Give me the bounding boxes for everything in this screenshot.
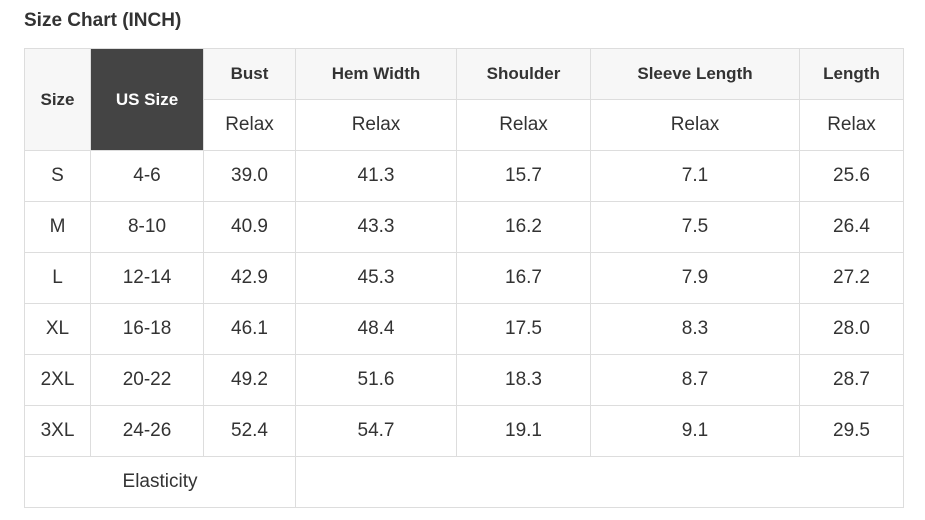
- cell: 7.9: [590, 252, 800, 304]
- cell: 25.6: [799, 150, 904, 202]
- subheader-cell: Relax: [456, 99, 591, 151]
- cell: 7.5: [590, 201, 800, 253]
- data-row: 2XL 20-22 49.2 51.6 18.3 8.7 28.7: [24, 354, 904, 406]
- subheader-cell: Relax: [203, 99, 296, 151]
- column-header: Size: [24, 48, 91, 151]
- cell: 19.1: [456, 405, 591, 457]
- cell: 15.7: [456, 150, 591, 202]
- cell: 24-26: [90, 405, 204, 457]
- column-header: Shoulder: [456, 48, 591, 100]
- column-header: Bust: [203, 48, 296, 100]
- cell: 17.5: [456, 303, 591, 355]
- column-header: Length: [799, 48, 904, 100]
- cell: 28.0: [799, 303, 904, 355]
- cell: 27.2: [799, 252, 904, 304]
- cell: 54.7: [295, 405, 457, 457]
- data-row: M 8-10 40.9 43.3 16.2 7.5 26.4: [24, 201, 904, 253]
- subheader-cell: Relax: [799, 99, 904, 151]
- footer-row: Elasticity: [24, 456, 904, 508]
- cell: 41.3: [295, 150, 457, 202]
- data-row: 3XL 24-26 52.4 54.7 19.1 9.1 29.5: [24, 405, 904, 457]
- size-table: Size US Size Bust Hem Width Shoulder Sleeve L…: [24, 48, 904, 508]
- cell: 51.6: [295, 354, 457, 406]
- cell: 18.3: [456, 354, 591, 406]
- column-header: US Size: [90, 48, 204, 151]
- cell: 2XL: [24, 354, 91, 406]
- cell: 48.4: [295, 303, 457, 355]
- cell: 9.1: [590, 405, 800, 457]
- cell: 42.9: [203, 252, 296, 304]
- empty-cell: [295, 456, 904, 508]
- cell: 8.7: [590, 354, 800, 406]
- data-row: XL 16-18 46.1 48.4 17.5 8.3 28.0: [24, 303, 904, 355]
- cell: 4-6: [90, 150, 204, 202]
- cell: 20-22: [90, 354, 204, 406]
- cell: XL: [24, 303, 91, 355]
- cell: 29.5: [799, 405, 904, 457]
- cell: 52.4: [203, 405, 296, 457]
- cell: 8.3: [590, 303, 800, 355]
- cell: 45.3: [295, 252, 457, 304]
- column-header: Sleeve Length: [590, 48, 800, 100]
- cell: M: [24, 201, 91, 253]
- cell: 26.4: [799, 201, 904, 253]
- cell: 16.7: [456, 252, 591, 304]
- subheader-row: Relax Relax Relax Relax Relax: [25, 99, 904, 151]
- subheader-cell: Relax: [295, 99, 457, 151]
- cell: 39.0: [203, 150, 296, 202]
- cell: 28.7: [799, 354, 904, 406]
- data-row: L 12-14 42.9 45.3 16.7 7.9 27.2: [24, 252, 904, 304]
- cell: 43.3: [295, 201, 457, 253]
- cell: 46.1: [203, 303, 296, 355]
- data-row: S 4-6 39.0 41.3 15.7 7.1 25.6: [24, 150, 904, 202]
- cell: 3XL: [24, 405, 91, 457]
- cell: L: [24, 252, 91, 304]
- cell: 16-18: [90, 303, 204, 355]
- cell: 7.1: [590, 150, 800, 202]
- cell: 8-10: [90, 201, 204, 253]
- subheader-cell: Relax: [590, 99, 800, 151]
- title: Size Chart (INCH): [24, 10, 182, 31]
- column-header: Hem Width: [295, 48, 457, 100]
- footer-cell: Elasticity: [24, 456, 296, 508]
- cell: S: [24, 150, 91, 202]
- cell: 16.2: [456, 201, 591, 253]
- cell: 49.2: [203, 354, 296, 406]
- header-row: Size US Size Bust Hem Width Shoulder Sleeve L…: [24, 48, 904, 151]
- cell: 40.9: [203, 201, 296, 253]
- cell: 12-14: [90, 252, 204, 304]
